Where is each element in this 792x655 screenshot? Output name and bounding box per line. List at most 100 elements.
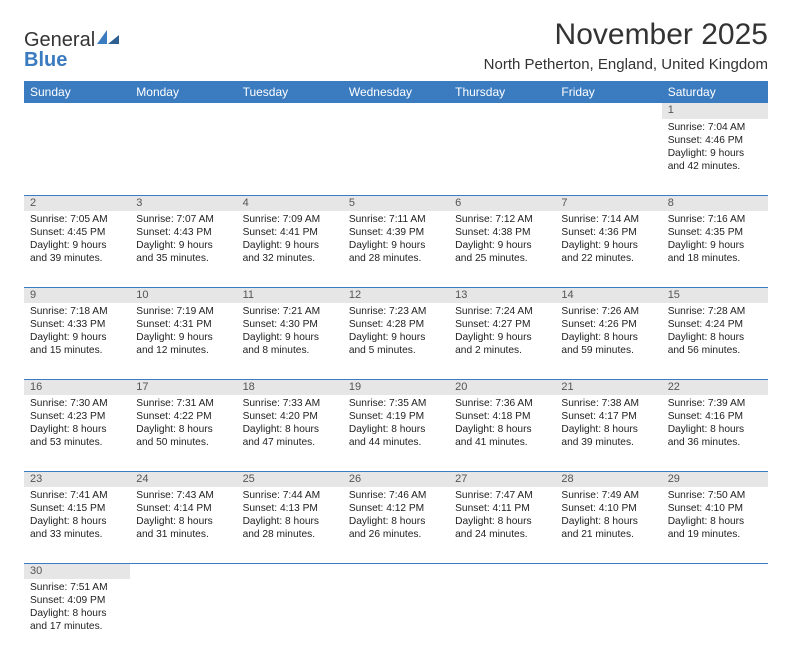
daylight-line: Daylight: 8 hours <box>243 515 337 528</box>
day-number-cell: 28 <box>555 471 661 487</box>
week-row: Sunrise: 7:30 AMSunset: 4:23 PM Daylight:… <box>24 395 768 471</box>
daylight-line: Daylight: 9 hours <box>455 239 549 252</box>
sunset-line: Sunset: 4:19 PM <box>349 410 443 423</box>
daylight-line-2: and 2 minutes. <box>455 344 549 357</box>
day-number-cell: 2 <box>24 195 130 211</box>
logo-sail-icon <box>95 29 121 51</box>
day-number-cell: 4 <box>237 195 343 211</box>
daylight-line: Daylight: 9 hours <box>136 239 230 252</box>
day-number-cell: 3 <box>130 195 236 211</box>
day-number-cell: 10 <box>130 287 236 303</box>
sunrise-line: Sunrise: 7:11 AM <box>349 213 443 226</box>
day-cell: Sunrise: 7:43 AMSunset: 4:14 PMDaylight:… <box>130 487 236 563</box>
day-cell-body: Sunrise: 7:30 AMSunset: 4:23 PMDaylight:… <box>24 395 130 453</box>
day-cell <box>237 119 343 195</box>
daylight-line: Daylight: 8 hours <box>561 515 655 528</box>
day-number: 27 <box>449 472 555 486</box>
day-cell-body: Sunrise: 7:31 AMSunset: 4:22 PMDaylight:… <box>130 395 236 453</box>
day-number-cell <box>555 563 661 579</box>
day-number: 20 <box>449 380 555 394</box>
daylight-line: Daylight: 9 hours <box>30 331 124 344</box>
day-number-cell <box>343 103 449 119</box>
day-number: 28 <box>555 472 661 486</box>
day-number-cell: 12 <box>343 287 449 303</box>
sunrise-line: Sunrise: 7:47 AM <box>455 489 549 502</box>
day-cell: Sunrise: 7:09 AMSunset: 4:41 PMDaylight:… <box>237 211 343 287</box>
day-number-cell: 29 <box>662 471 768 487</box>
daylight-line-2: and 12 minutes. <box>136 344 230 357</box>
day-number: 11 <box>237 288 343 302</box>
day-cell <box>237 579 343 655</box>
sunrise-line: Sunrise: 7:46 AM <box>349 489 443 502</box>
day-cell: Sunrise: 7:35 AMSunset: 4:19 PMDaylight:… <box>343 395 449 471</box>
daylight-line-2: and 35 minutes. <box>136 252 230 265</box>
calendar-page: GeneralBlue November 2025 North Petherto… <box>0 0 792 612</box>
daylight-line: Daylight: 9 hours <box>561 239 655 252</box>
daylight-line: Daylight: 9 hours <box>668 147 762 160</box>
day-number: 18 <box>237 380 343 394</box>
day-number-cell: 5 <box>343 195 449 211</box>
day-number-row: 1 <box>24 103 768 119</box>
sunset-line: Sunset: 4:33 PM <box>30 318 124 331</box>
day-cell <box>130 579 236 655</box>
daylight-line-2: and 15 minutes. <box>30 344 124 357</box>
sunrise-line: Sunrise: 7:51 AM <box>30 581 124 594</box>
logo-text-general: General <box>24 29 95 51</box>
sunset-line: Sunset: 4:41 PM <box>243 226 337 239</box>
daylight-line-2: and 18 minutes. <box>668 252 762 265</box>
daylight-line-2: and 19 minutes. <box>668 528 762 541</box>
daylight-line-2: and 42 minutes. <box>668 160 762 173</box>
day-cell-body: Sunrise: 7:11 AMSunset: 4:39 PMDaylight:… <box>343 211 449 269</box>
daylight-line-2: and 5 minutes. <box>349 344 443 357</box>
day-number: 19 <box>343 380 449 394</box>
daylight-line-2: and 28 minutes. <box>243 528 337 541</box>
daylight-line-2: and 53 minutes. <box>30 436 124 449</box>
sunset-line: Sunset: 4:36 PM <box>561 226 655 239</box>
day-number: 30 <box>24 564 130 578</box>
sunset-line: Sunset: 4:14 PM <box>136 502 230 515</box>
week-row: Sunrise: 7:41 AMSunset: 4:15 PMDaylight:… <box>24 487 768 563</box>
day-number: 29 <box>662 472 768 486</box>
sunrise-line: Sunrise: 7:38 AM <box>561 397 655 410</box>
day-number-cell: 30 <box>24 563 130 579</box>
day-number-cell: 24 <box>130 471 236 487</box>
sunrise-line: Sunrise: 7:21 AM <box>243 305 337 318</box>
day-cell-body: Sunrise: 7:05 AMSunset: 4:45 PMDaylight:… <box>24 211 130 269</box>
week-row: Sunrise: 7:05 AMSunset: 4:45 PMDaylight:… <box>24 211 768 287</box>
day-number: 21 <box>555 380 661 394</box>
weekday-header-cell: Tuesday <box>237 81 343 103</box>
daylight-line-2: and 59 minutes. <box>561 344 655 357</box>
sunrise-line: Sunrise: 7:30 AM <box>30 397 124 410</box>
calendar-table: SundayMondayTuesdayWednesdayThursdayFrid… <box>24 81 768 655</box>
daylight-line-2: and 39 minutes. <box>30 252 124 265</box>
month-title: November 2025 <box>484 18 768 52</box>
day-number-cell <box>662 563 768 579</box>
day-cell-body: Sunrise: 7:14 AMSunset: 4:36 PMDaylight:… <box>555 211 661 269</box>
day-number: 22 <box>662 380 768 394</box>
sunset-line: Sunset: 4:31 PM <box>136 318 230 331</box>
day-cell-body: Sunrise: 7:33 AMSunset: 4:20 PMDaylight:… <box>237 395 343 453</box>
day-number-cell: 7 <box>555 195 661 211</box>
day-cell-body: Sunrise: 7:21 AMSunset: 4:30 PMDaylight:… <box>237 303 343 361</box>
daylight-line: Daylight: 8 hours <box>30 607 124 620</box>
day-cell <box>662 579 768 655</box>
sunset-line: Sunset: 4:15 PM <box>30 502 124 515</box>
day-cell: Sunrise: 7:38 AMSunset: 4:17 PMDaylight:… <box>555 395 661 471</box>
day-cell: Sunrise: 7:05 AMSunset: 4:45 PMDaylight:… <box>24 211 130 287</box>
day-number-cell: 21 <box>555 379 661 395</box>
week-row: Sunrise: 7:18 AMSunset: 4:33 PMDaylight:… <box>24 303 768 379</box>
sunrise-line: Sunrise: 7:14 AM <box>561 213 655 226</box>
sunset-line: Sunset: 4:28 PM <box>349 318 443 331</box>
daylight-line: Daylight: 8 hours <box>455 423 549 436</box>
logo-text-blue: Blue <box>24 49 67 71</box>
day-cell-body: Sunrise: 7:47 AMSunset: 4:11 PMDaylight:… <box>449 487 555 545</box>
day-cell: Sunrise: 7:44 AMSunset: 4:13 PMDaylight:… <box>237 487 343 563</box>
sunset-line: Sunset: 4:09 PM <box>30 594 124 607</box>
sunset-line: Sunset: 4:23 PM <box>30 410 124 423</box>
day-cell: Sunrise: 7:51 AMSunset: 4:09 PMDaylight:… <box>24 579 130 655</box>
day-number-row: 16171819202122 <box>24 379 768 395</box>
day-number-cell: 6 <box>449 195 555 211</box>
day-number: 23 <box>24 472 130 486</box>
sunset-line: Sunset: 4:39 PM <box>349 226 443 239</box>
day-number-cell <box>449 563 555 579</box>
